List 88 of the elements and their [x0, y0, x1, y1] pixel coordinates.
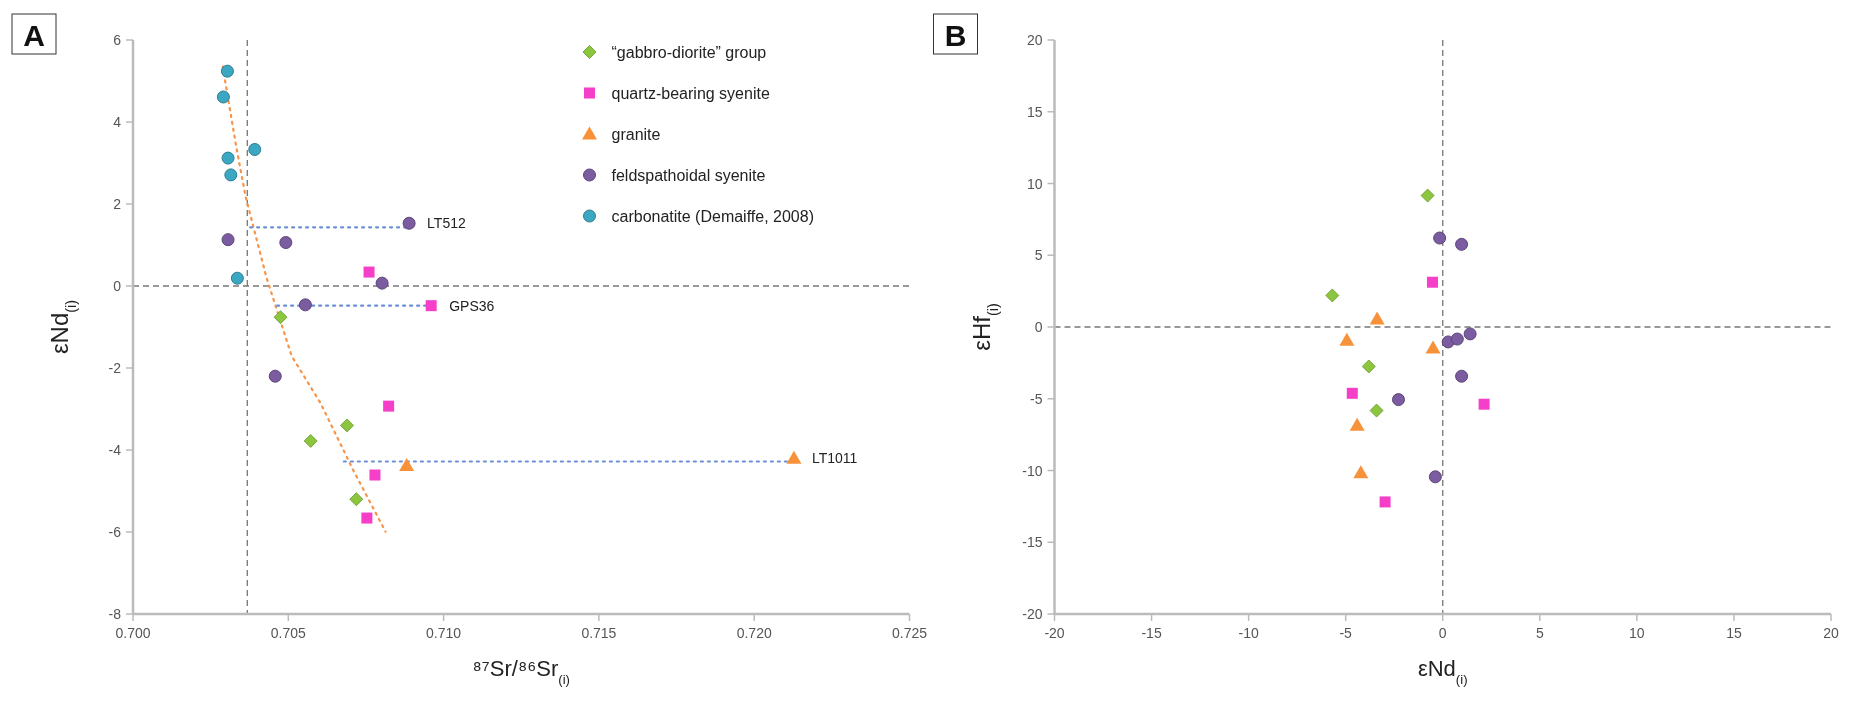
- point: [1426, 276, 1438, 288]
- x-tick-label: 0: [1438, 625, 1447, 641]
- x-tick-label: -5: [1339, 625, 1353, 641]
- y-tick-label: -2: [108, 360, 122, 376]
- point: [349, 492, 364, 507]
- y-tick-label: -20: [1022, 606, 1043, 622]
- point: [1425, 340, 1441, 354]
- point: [268, 369, 282, 383]
- x-tick-label: 0.710: [426, 625, 462, 641]
- point: [248, 142, 262, 156]
- point: [1463, 327, 1477, 341]
- chart-title: B: [944, 19, 967, 52]
- legend-label: quartz-bearing syenite: [611, 85, 770, 102]
- point: [221, 151, 235, 165]
- chart-title: A: [23, 19, 45, 52]
- y-tick-label: 5: [1034, 247, 1043, 264]
- x-tick-label: -15: [1141, 625, 1162, 641]
- point: [273, 310, 288, 325]
- point: [375, 276, 389, 290]
- y-tick-label: 2: [113, 196, 122, 212]
- y-tick-label: -4: [108, 442, 122, 458]
- point: [1369, 403, 1384, 418]
- point: [1353, 465, 1369, 479]
- x-tick-label: 10: [1629, 625, 1645, 641]
- y-tick-label: -6: [108, 524, 122, 540]
- point: [383, 400, 395, 412]
- point: [402, 216, 416, 230]
- x-tick-label: 0.715: [581, 625, 617, 641]
- x-axis-title: εNd$_{(i)}$: [1417, 656, 1468, 687]
- point: [1361, 359, 1376, 374]
- point: [369, 469, 381, 481]
- line-series: [221, 65, 387, 533]
- point: [399, 458, 415, 472]
- point: [298, 298, 312, 312]
- point: [1391, 393, 1405, 407]
- point: [220, 64, 234, 78]
- x-tick-label: 0.700: [115, 625, 151, 641]
- legend-label: carbonatite (Demaiffe, 2008): [611, 208, 814, 225]
- point: [230, 271, 244, 285]
- point: [425, 300, 437, 312]
- point: [1349, 417, 1365, 431]
- point: [1369, 311, 1385, 325]
- point: [1450, 332, 1464, 346]
- y-tick-label: 10: [1026, 175, 1043, 192]
- x-tick-label: 0.705: [270, 625, 307, 641]
- point: [216, 90, 230, 104]
- point: [303, 434, 318, 448]
- x-tick-label: -10: [1238, 625, 1259, 641]
- point: [1379, 496, 1391, 508]
- y-tick-label: -15: [1022, 534, 1043, 551]
- point: [363, 266, 375, 278]
- point: [1339, 332, 1355, 346]
- point: [279, 236, 293, 250]
- y-tick-label: 15: [1026, 103, 1043, 120]
- x-tick-label: 20: [1823, 625, 1839, 641]
- y-tick-label: 20: [1026, 32, 1043, 48]
- point: [224, 168, 238, 182]
- point: [340, 418, 354, 433]
- point: [1325, 288, 1340, 303]
- y-tick-label: -5: [1030, 390, 1043, 407]
- point: [361, 512, 373, 524]
- y-tick-label: -10: [1022, 462, 1043, 479]
- point: [786, 450, 802, 464]
- y-tick-label: 6: [113, 32, 122, 48]
- point: [1420, 188, 1435, 203]
- y-tick-label: -8: [108, 606, 122, 622]
- y-tick-label: 0: [1034, 319, 1043, 335]
- x-tick-label: 0.725: [891, 625, 928, 641]
- legend-label: feldspathoidal syenite: [611, 167, 766, 184]
- point: [1478, 398, 1490, 410]
- point: [1346, 387, 1358, 399]
- legend-label: granite: [611, 126, 661, 143]
- x-axis-title: ⁸⁷Sr/⁸⁶Sr$_{(i)}$: [472, 656, 570, 687]
- x-tick-label: -20: [1044, 625, 1065, 641]
- point: [1433, 231, 1447, 245]
- annotation: GPS36: [449, 297, 495, 314]
- x-tick-label: 0.720: [736, 625, 772, 641]
- point: [1455, 237, 1469, 251]
- legend-label: “gabbro-diorite” group: [611, 44, 767, 61]
- y-tick-label: 0: [113, 278, 122, 294]
- point: [1428, 470, 1442, 484]
- point: [221, 233, 235, 247]
- x-tick-label: 15: [1726, 625, 1742, 641]
- y-tick-label: 4: [113, 114, 122, 130]
- point: [1455, 369, 1469, 383]
- x-tick-label: 5: [1535, 625, 1544, 641]
- annotation: LT1011: [811, 450, 858, 467]
- annotation: LT512: [427, 215, 466, 232]
